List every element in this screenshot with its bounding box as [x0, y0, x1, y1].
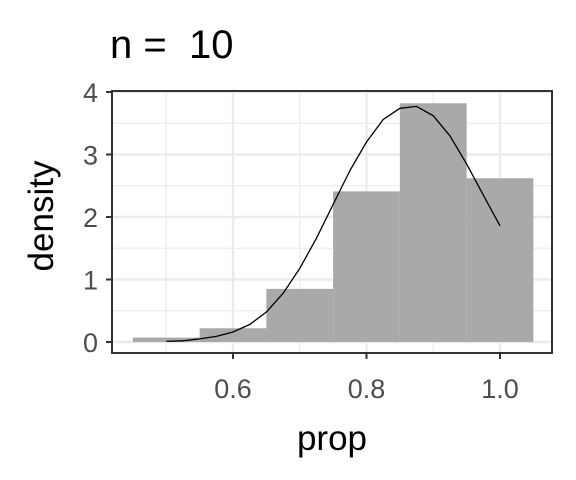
- y-tick-label: 2: [83, 203, 98, 233]
- density-curve: [166, 105, 501, 343]
- histogram-bar-4: [399, 103, 467, 342]
- histogram-bar-1: [199, 328, 267, 342]
- x-axis-title: prop: [297, 419, 367, 458]
- y-tick-label: 4: [83, 78, 98, 108]
- chart-title: n = 10: [110, 23, 233, 67]
- y-tick-label: 3: [83, 141, 98, 171]
- y-tick-label: 1: [83, 266, 98, 296]
- x-tick-label: 1.0: [481, 374, 519, 404]
- histogram-bar-0: [132, 337, 200, 342]
- histogram-bar-3: [333, 191, 400, 342]
- histogram-bar-5: [466, 178, 534, 342]
- x-tick-label: 0.6: [214, 374, 252, 404]
- x-axis: 0.6 0.8 1.0: [214, 353, 519, 404]
- y-tick-label: 0: [83, 328, 98, 358]
- x-tick-label: 0.8: [348, 374, 386, 404]
- y-axis: 0 1 2 3 4: [83, 78, 112, 358]
- plot-panel: [111, 90, 553, 354]
- histogram-bar-2: [266, 288, 334, 342]
- histogram-bars: [132, 103, 534, 342]
- panel-border: [111, 90, 553, 354]
- y-axis-title: density: [22, 160, 61, 271]
